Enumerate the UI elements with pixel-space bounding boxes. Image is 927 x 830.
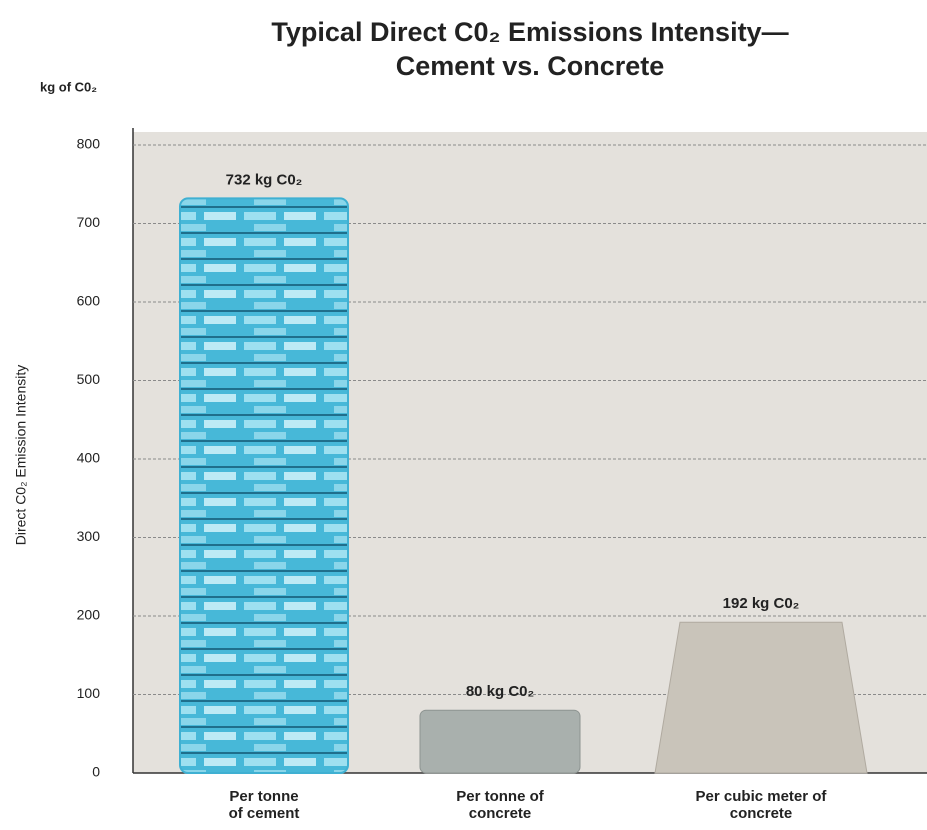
x-tick-label: of cement	[229, 805, 300, 822]
x-tick-label: concrete	[469, 805, 532, 822]
y-tick-label: 600	[77, 293, 101, 309]
chart: Typical Direct C0₂ Emissions Intensity— …	[0, 0, 927, 830]
x-tick-label: Per tonne of	[456, 788, 545, 805]
y-tick-label: 300	[77, 528, 101, 544]
y-axis-title: Direct C0₂ Emission Intensity	[13, 365, 29, 546]
bar	[180, 198, 348, 773]
value-label: 80 kg C0₂	[466, 683, 534, 700]
unit-label: kg of C0₂	[40, 79, 97, 94]
value-label: 192 kg C0₂	[723, 595, 800, 612]
chart-title: Cement vs. Concrete	[396, 51, 665, 81]
value-label: 732 kg C0₂	[226, 171, 303, 188]
y-tick-label: 800	[77, 136, 101, 152]
chart-title: Typical Direct C0₂ Emissions Intensity—	[271, 17, 788, 47]
x-tick-label: Per cubic meter of	[696, 788, 828, 805]
bar	[655, 622, 867, 773]
y-tick-label: 100	[77, 685, 101, 701]
bar	[420, 710, 580, 773]
x-tick-label: concrete	[730, 805, 793, 822]
y-tick-label: 700	[77, 214, 101, 230]
y-tick-label: 200	[77, 607, 101, 623]
x-tick-label: Per tonne	[229, 788, 298, 805]
y-tick-label: 400	[77, 450, 101, 466]
y-tick-label: 500	[77, 371, 101, 387]
y-tick-label: 0	[92, 764, 100, 780]
